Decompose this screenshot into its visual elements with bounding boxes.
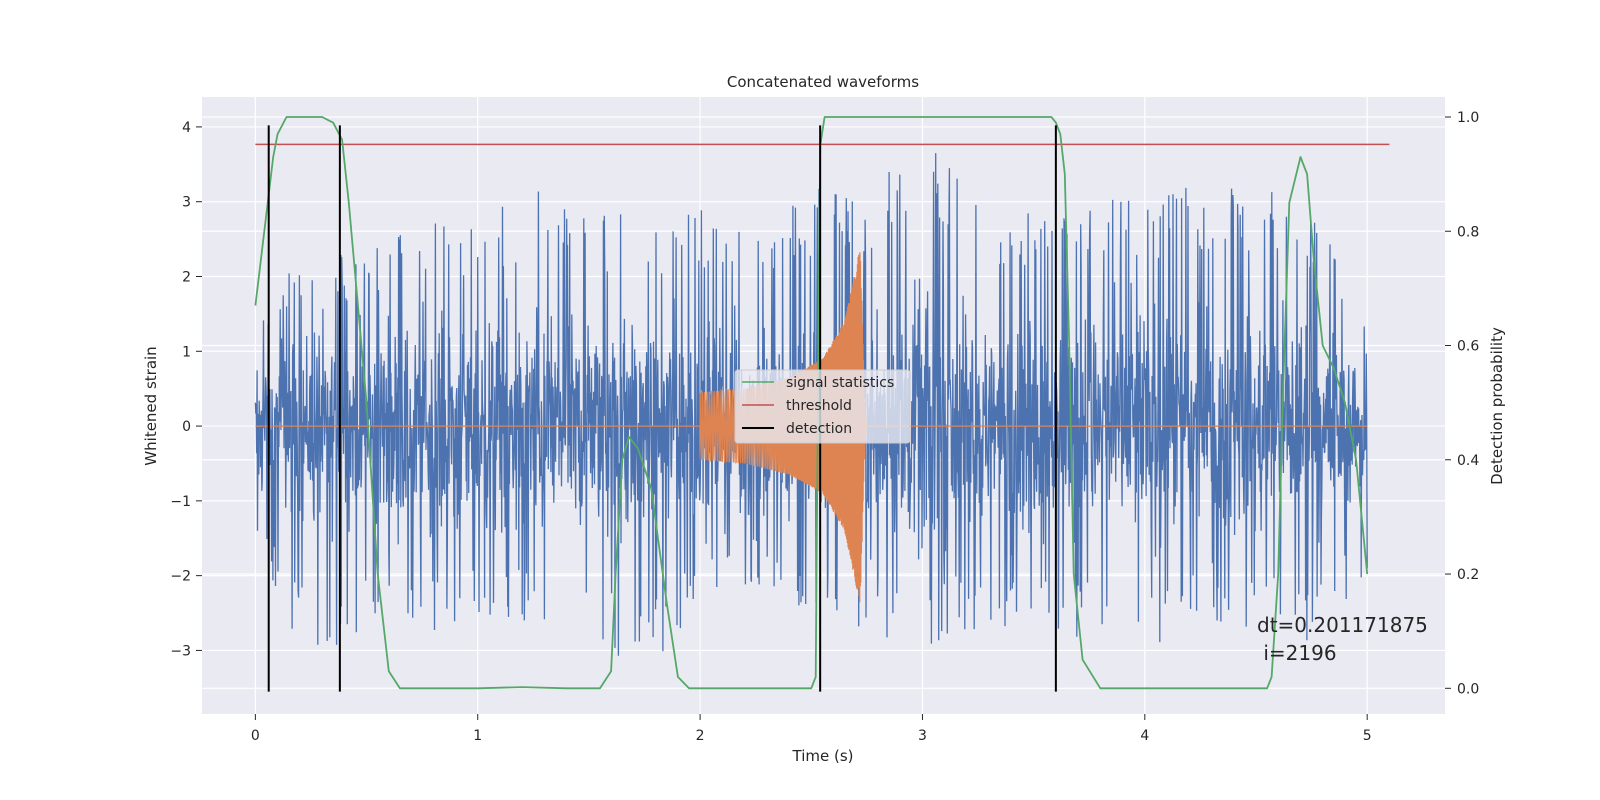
chart-title: Concatenated waveforms — [727, 73, 919, 91]
y-axis-label-right: Detection probability — [1488, 327, 1506, 485]
y-tick-label: 4 — [182, 120, 191, 136]
y2-tick-label: 1.0 — [1457, 110, 1479, 126]
y2-tick-label: 0.4 — [1457, 453, 1479, 469]
annotation-dt: dt=0.201171875 — [1257, 613, 1428, 637]
x-tick-label: 4 — [1140, 728, 1149, 744]
annotation-index: i=2196 — [1257, 641, 1337, 665]
legend-box — [734, 369, 911, 444]
x-tick-label: 5 — [1363, 728, 1372, 744]
y-tick-label: −2 — [170, 569, 191, 585]
y-tick-label: 0 — [182, 419, 191, 435]
y-tick-label: 1 — [182, 344, 191, 360]
injection-line — [255, 252, 1368, 603]
x-tick-label: 2 — [696, 728, 705, 744]
signal-statistics-series — [254, 116, 1369, 690]
legend-label-signal-statistics: signal statistics — [786, 375, 894, 391]
y2-tick-label: 0.2 — [1457, 567, 1479, 583]
injection-series — [255, 252, 1368, 603]
x-axis-label: Time (s) — [792, 747, 854, 765]
x-tick-label: 0 — [251, 728, 260, 744]
x-axis: 0 1 2 3 4 5 — [251, 714, 1372, 744]
legend-label-detection: detection — [786, 421, 852, 437]
y-tick-label: 3 — [182, 195, 191, 211]
y-tick-label: −3 — [170, 643, 191, 659]
y-tick-label: 2 — [182, 269, 191, 285]
x-tick-label: 1 — [473, 728, 482, 744]
y2-tick-label: 0.8 — [1457, 224, 1479, 240]
y-axis-left: 4 3 2 1 0 −1 −2 −3 — [170, 120, 202, 659]
y-axis-right: 1.0 0.8 0.6 0.4 0.2 0.0 — [1445, 110, 1479, 697]
x-tick-label: 3 — [918, 728, 927, 744]
y2-tick-label: 0.0 — [1457, 681, 1479, 697]
y-tick-label: −1 — [170, 494, 191, 510]
legend-label-threshold: threshold — [786, 398, 852, 414]
y2-tick-label: 0.6 — [1457, 339, 1479, 355]
signal-statistics-line — [254, 116, 1369, 690]
y-axis-label: Whitened strain — [142, 346, 160, 465]
legend: signal statistics threshold detection — [734, 369, 911, 444]
